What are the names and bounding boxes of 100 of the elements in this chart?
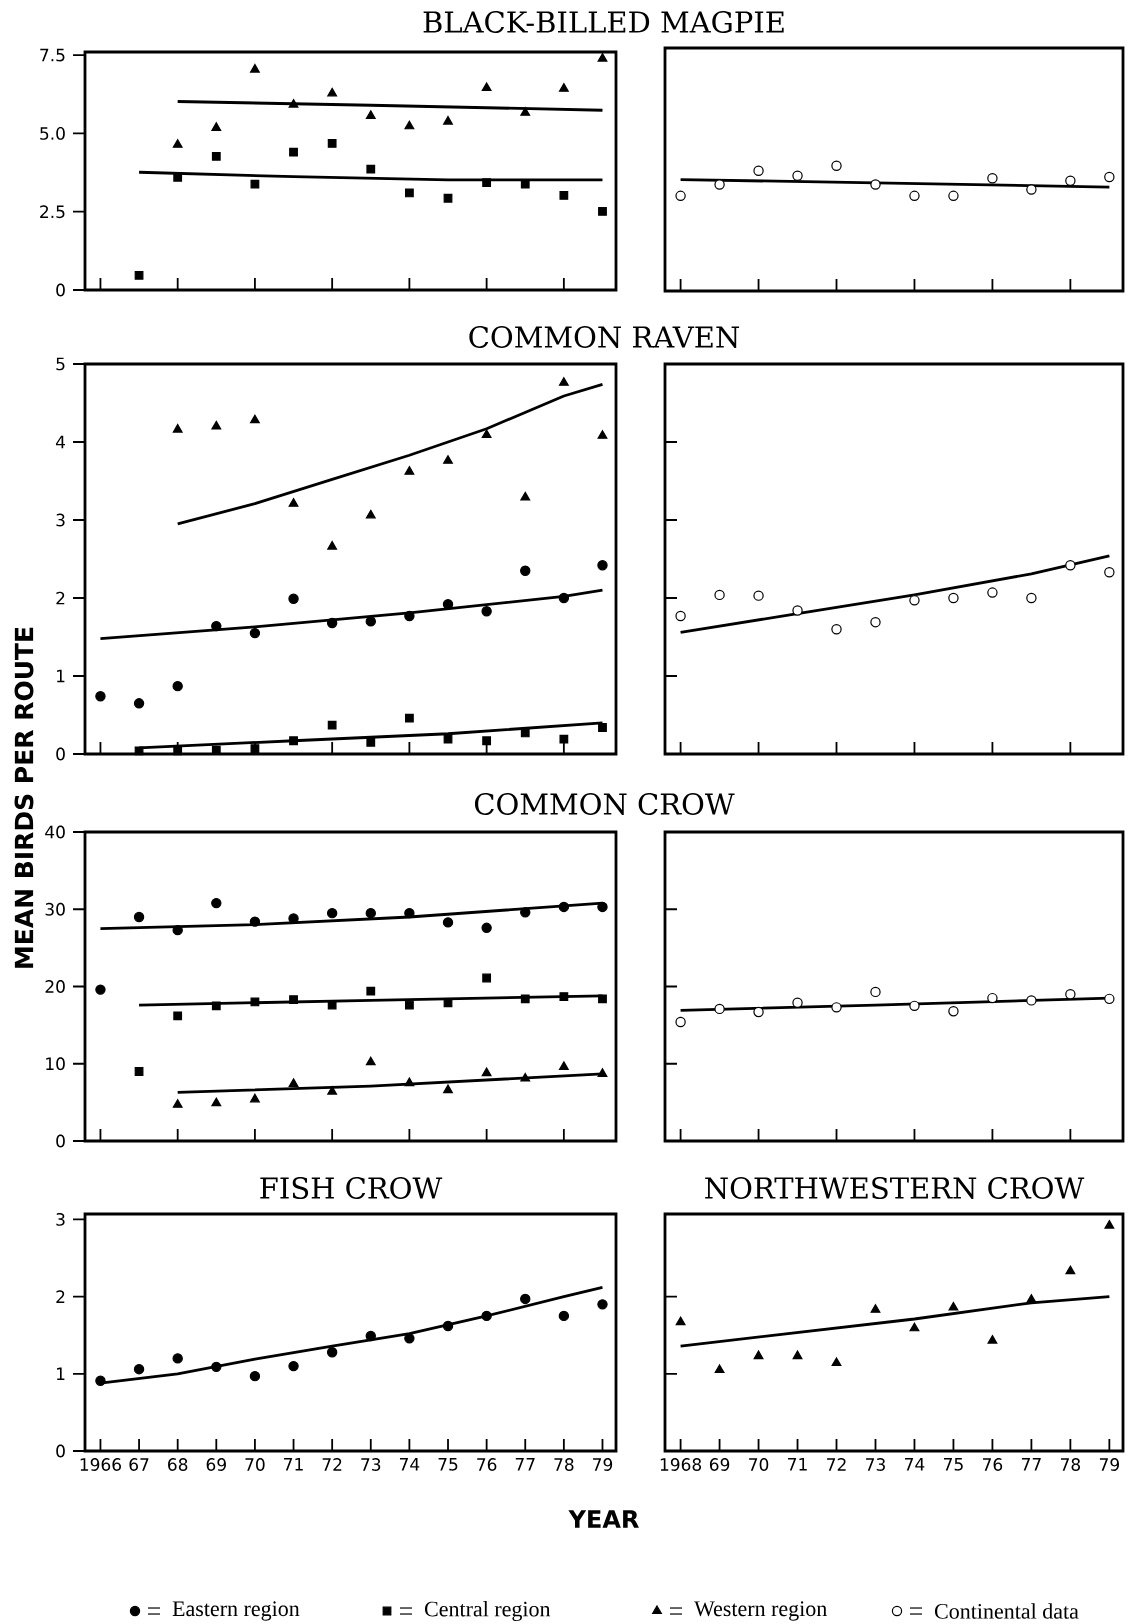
point <box>558 83 569 92</box>
point <box>133 911 145 923</box>
point <box>558 1061 569 1070</box>
y-tick-label: 2.5 <box>40 205 65 219</box>
point <box>365 907 376 919</box>
point <box>365 616 376 627</box>
point <box>909 1322 920 1332</box>
chart-title: COMMON RAVEN <box>469 326 740 348</box>
point <box>870 986 881 998</box>
point <box>520 491 531 501</box>
point <box>948 1006 959 1017</box>
point <box>714 589 725 601</box>
x-tick-label: 70 <box>749 1458 769 1471</box>
y-tick-label: 40 <box>45 825 65 839</box>
point <box>327 139 337 148</box>
point <box>404 610 415 622</box>
point <box>288 498 299 507</box>
point <box>365 1330 376 1342</box>
point <box>134 1067 144 1076</box>
x-tick-label: 79 <box>593 1458 613 1471</box>
point <box>520 107 531 116</box>
point <box>1065 560 1076 571</box>
point <box>442 917 454 928</box>
point <box>948 190 959 202</box>
point <box>404 120 415 130</box>
point <box>870 617 881 628</box>
point <box>326 907 338 919</box>
point <box>443 1084 453 1094</box>
point <box>288 99 299 108</box>
x-axis-title: YEAR <box>568 1510 639 1528</box>
y-tick-label: 20 <box>45 980 65 993</box>
chart-title: COMMON CROW <box>474 793 735 815</box>
point <box>172 680 183 692</box>
point <box>404 1077 415 1087</box>
point <box>172 1353 183 1364</box>
point <box>482 973 492 983</box>
point <box>442 1320 454 1332</box>
line-series <box>99 588 604 640</box>
x-tick-label: 1966 <box>80 1458 122 1471</box>
point <box>753 165 764 176</box>
point <box>443 193 453 203</box>
x-tick-label: 77 <box>1021 1458 1041 1471</box>
x-tick-label: 73 <box>866 1458 885 1471</box>
point <box>1026 184 1037 195</box>
point <box>987 173 998 184</box>
point <box>520 994 530 1004</box>
point <box>405 713 414 723</box>
point <box>792 1350 803 1360</box>
point <box>753 590 764 601</box>
x-tick-label: 70 <box>245 1458 265 1471</box>
x-tick-label: 76 <box>982 1458 1003 1471</box>
point <box>792 605 803 616</box>
point <box>172 139 183 148</box>
point <box>598 994 607 1004</box>
point <box>172 1099 183 1108</box>
point <box>249 63 260 73</box>
y-tick-label: 0 <box>56 1134 65 1148</box>
point <box>443 455 453 464</box>
point <box>520 1072 531 1082</box>
x-tick-label: 74 <box>905 1458 925 1471</box>
point <box>559 992 569 1001</box>
point <box>753 1006 764 1018</box>
point <box>948 592 959 604</box>
point <box>443 115 453 125</box>
y-tick-label: 7.5 <box>40 48 65 62</box>
x-tick-label: 79 <box>1099 1458 1119 1471</box>
point <box>134 270 144 280</box>
y-tick-label: 5.0 <box>40 127 65 140</box>
point <box>250 179 260 189</box>
point <box>211 1361 222 1373</box>
x-tick-label: 78 <box>554 1458 574 1471</box>
point <box>481 922 492 934</box>
point <box>404 907 415 919</box>
point <box>249 414 260 424</box>
point <box>520 1293 531 1305</box>
point <box>404 466 415 475</box>
point <box>173 1011 183 1021</box>
point <box>753 1350 764 1360</box>
x-tick-label: 72 <box>827 1458 846 1471</box>
point <box>172 423 183 433</box>
point <box>404 188 414 198</box>
point <box>366 986 376 996</box>
line-series <box>176 382 604 526</box>
point <box>404 1000 414 1010</box>
point <box>714 179 725 190</box>
point <box>598 207 607 216</box>
x-tick-label: 72 <box>322 1458 342 1471</box>
point <box>211 151 221 161</box>
point <box>1065 175 1076 186</box>
x-tick-label: 76 <box>477 1458 497 1471</box>
x-tick-label: 77 <box>515 1458 535 1471</box>
x-tick-label: 73 <box>361 1458 381 1471</box>
point <box>133 698 145 709</box>
point <box>1026 1294 1037 1303</box>
point <box>792 170 803 181</box>
point <box>558 1310 570 1322</box>
y-tick-label: 1 <box>57 1367 65 1381</box>
point <box>1026 592 1037 604</box>
x-tick-label: 68 <box>168 1458 188 1471</box>
legend-label: Continental data <box>934 1603 1079 1619</box>
